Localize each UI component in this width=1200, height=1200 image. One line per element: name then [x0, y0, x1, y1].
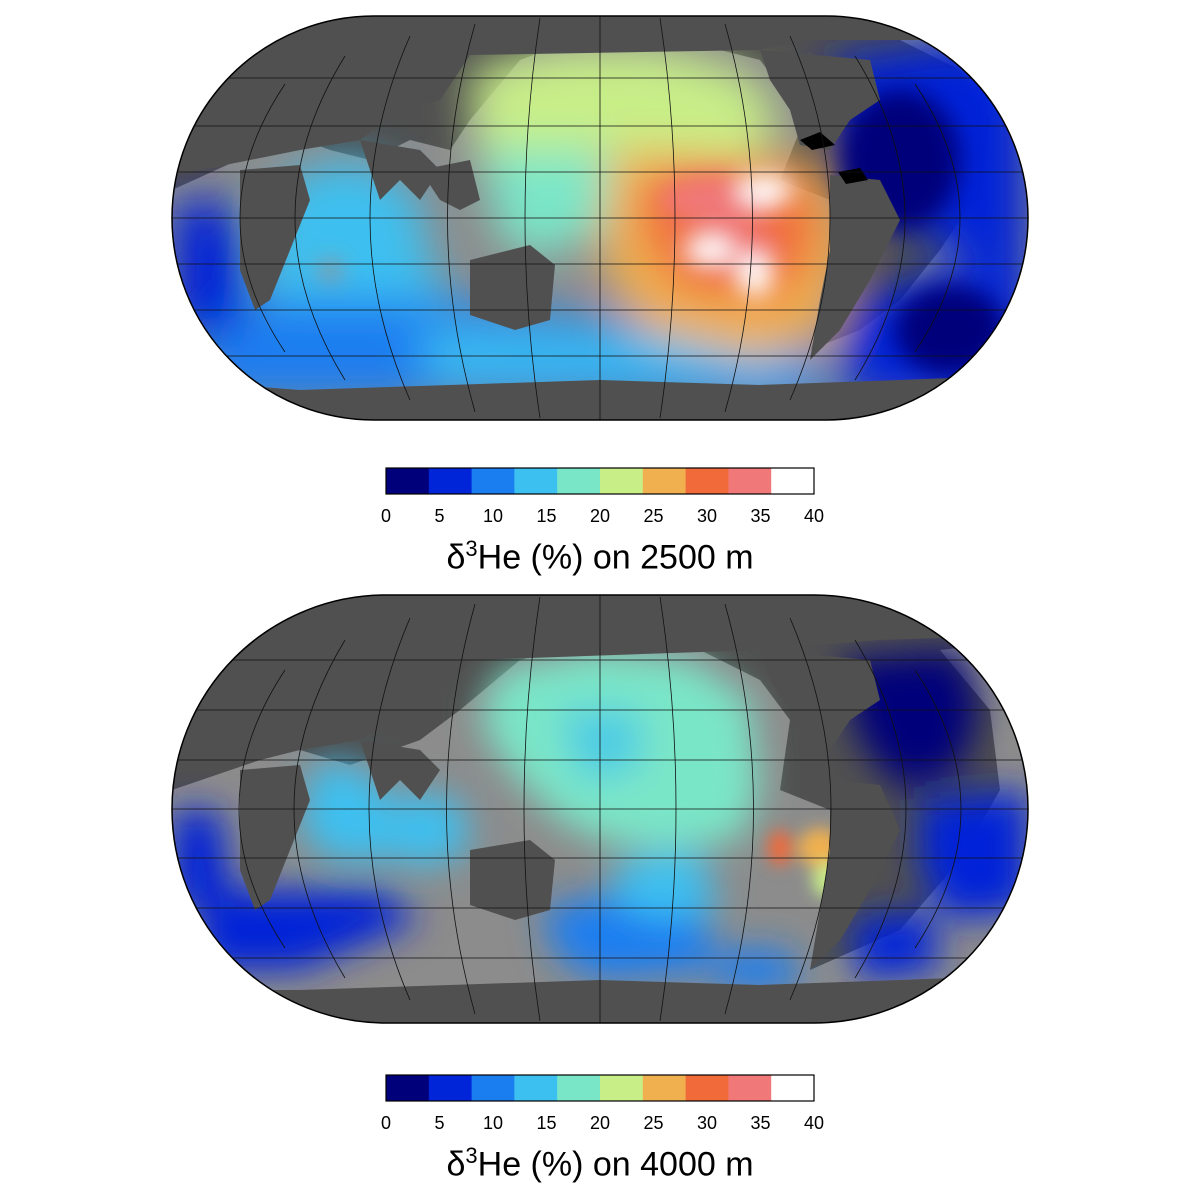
colorbar-swatch	[557, 1075, 601, 1101]
colorbar-swatch	[685, 1075, 729, 1101]
title-text: He (%) on 2500 m	[477, 538, 754, 577]
map-panel-2500m: 0 5 10 15 20 25 30 35 40 δ3He (%) on 250…	[0, 15, 1200, 577]
colorbar-tick-label: 25	[643, 506, 663, 526]
colorbar-tick-label: 20	[590, 506, 610, 526]
colorbar-swatch	[428, 468, 473, 494]
graticule-4000m	[172, 595, 1028, 1023]
colorbar-tick-label: 30	[697, 1113, 717, 1133]
colorbar-tick-label: 5	[434, 506, 444, 526]
title-text: He (%) on 4000 m	[477, 1145, 754, 1184]
colorbar-swatch	[471, 1075, 515, 1101]
colorbar-swatch	[642, 468, 687, 494]
world-map-4000m	[171, 594, 1029, 1024]
colorbar-swatch	[771, 468, 815, 494]
colorbar-tick-label: 40	[804, 506, 824, 526]
colorbar-4000m: 0 5 10 15 20 25 30 35 40	[381, 1074, 824, 1133]
colorbar-2500m: 0 5 10 15 20 25 30 35 40	[381, 467, 824, 526]
colorbar-tick-label: 0	[381, 1113, 391, 1133]
colorbar-title-4000m: δ3He (%) on 4000 m	[0, 1143, 1200, 1184]
superscript: 3	[465, 1143, 478, 1168]
colorbar-swatch	[600, 1075, 644, 1101]
colorbar-swatch	[642, 1075, 687, 1101]
world-map-2500m	[171, 15, 1029, 421]
colorbar-tick-label: 35	[750, 506, 770, 526]
colorbar-tick-label: 5	[434, 1113, 444, 1133]
delta-symbol: δ	[446, 538, 466, 577]
colorbar-swatch	[428, 1075, 473, 1101]
colorbar-swatch	[386, 468, 430, 494]
superscript: 3	[465, 536, 478, 561]
map-outline	[171, 15, 1029, 421]
colorbar-swatch	[728, 1075, 772, 1101]
colorbar-tick-label: 10	[483, 1113, 503, 1133]
colorbar-tick-label: 40	[804, 1113, 824, 1133]
colorbar-swatch	[514, 468, 558, 494]
colorbar-tick-label: 25	[643, 1113, 663, 1133]
colorbar-swatch	[471, 468, 515, 494]
colorbar-tick-label: 20	[590, 1113, 610, 1133]
colorbar-swatch	[386, 1075, 430, 1101]
colorbar-swatch	[557, 468, 601, 494]
colorbar-tick-label: 0	[381, 506, 391, 526]
colorbar-tick-label: 10	[483, 506, 503, 526]
map-panel-4000m: 0 5 10 15 20 25 30 35 40 δ3He (%) on 400…	[0, 590, 1200, 1190]
colorbar-swatch	[514, 1075, 558, 1101]
colorbar-tick-label: 15	[536, 1113, 556, 1133]
continents	[172, 16, 1028, 420]
colorbar-tick-label: 15	[536, 506, 556, 526]
colorbar-tick-label: 35	[750, 1113, 770, 1133]
colorbar-title-2500m: δ3He (%) on 2500 m	[0, 536, 1200, 577]
colorbar-swatch	[728, 468, 772, 494]
map-outline-4000m	[171, 594, 1029, 1024]
colorbar-tick-label: 30	[697, 506, 717, 526]
colorbar-swatch	[600, 468, 644, 494]
colorbar-swatch	[771, 1075, 815, 1101]
delta-symbol: δ	[446, 1145, 466, 1184]
graticule	[172, 16, 1028, 420]
colorbar-swatch	[685, 468, 729, 494]
